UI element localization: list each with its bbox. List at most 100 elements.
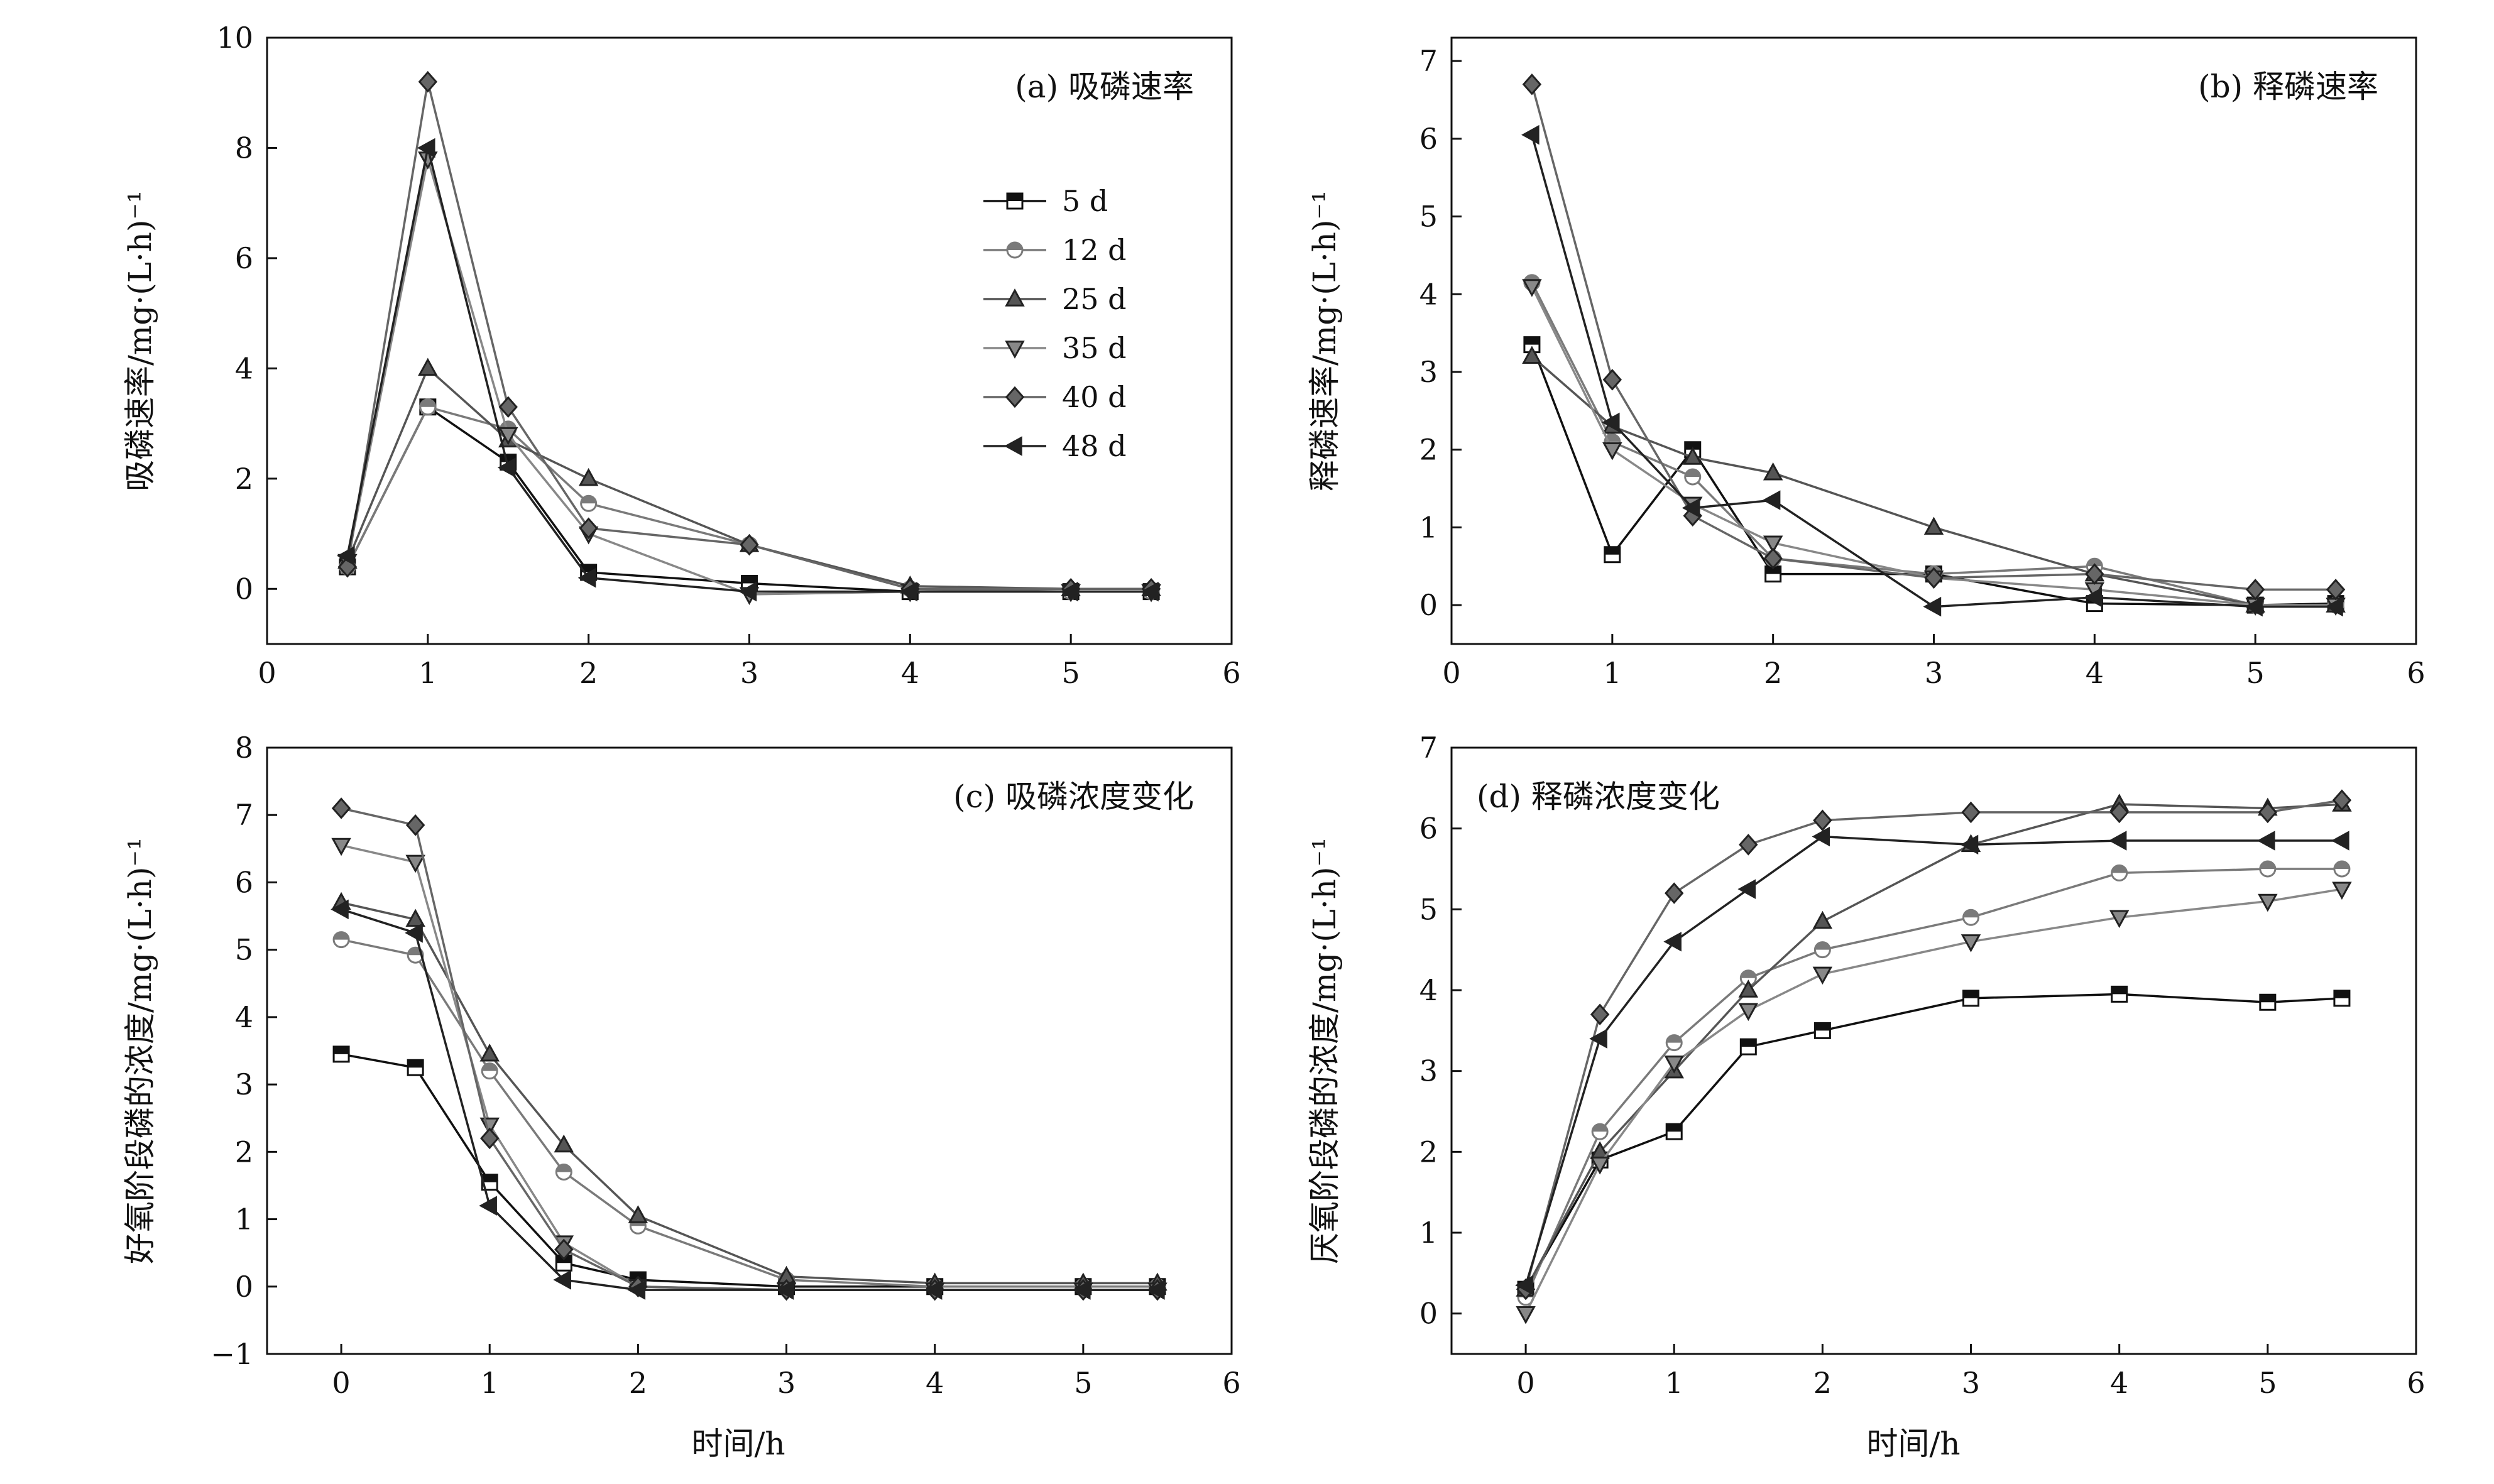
x-tick-label: 2 [1764, 656, 1782, 690]
x-tick-label: 6 [1222, 1366, 1240, 1400]
data-point [2084, 587, 2103, 608]
data-point-fill [334, 1046, 349, 1054]
data-point [1923, 516, 1944, 535]
x-tick-label: 2 [629, 1366, 647, 1400]
data-point-fill [2334, 990, 2349, 998]
data-point [2325, 596, 2343, 617]
data-point [1147, 1280, 1165, 1300]
data-point [405, 814, 425, 836]
y-axis-title: 厌氧阶段磷的浓度/mg·(L·h)⁻¹ [1306, 837, 1343, 1264]
data-point [1665, 882, 1684, 904]
data-point [1812, 910, 1833, 929]
data-point-fill [1963, 990, 1979, 998]
x-tick-label: 6 [1222, 656, 1240, 690]
data-point [2109, 801, 2129, 824]
data-point [1664, 1056, 1684, 1074]
y-tick-label: 3 [235, 1067, 253, 1101]
y-tick-label: 0 [235, 1270, 253, 1304]
series-line-40d [1531, 84, 2336, 591]
x-tick-label: 2 [579, 656, 598, 690]
data-point-fill [556, 1164, 572, 1172]
series-line-5d [1524, 993, 2343, 1290]
series-line-35d [1524, 888, 2343, 1314]
y-tick-label: 1 [235, 1203, 253, 1236]
x-tick-label: 5 [2246, 656, 2265, 690]
data-point [740, 533, 759, 556]
data-point [553, 1270, 572, 1290]
data-point-fill [420, 399, 435, 407]
y-tick-label: 4 [235, 1000, 253, 1034]
data-point-fill [482, 1174, 498, 1182]
panel-title: (d) 释磷浓度变化 [1477, 778, 1720, 815]
data-point [1961, 801, 1981, 824]
data-point [337, 545, 355, 566]
data-point [1522, 346, 1542, 364]
legend-label: 40 d [1062, 380, 1127, 414]
series-line-25d [1531, 355, 2336, 606]
data-point-fill [1685, 442, 1700, 450]
data-point [1961, 934, 1981, 952]
x-tick-label: 5 [1062, 656, 1080, 690]
data-point [1602, 369, 1622, 391]
data-point [1521, 124, 1540, 145]
legend-marker [1005, 288, 1025, 307]
series-line-48d [346, 148, 1152, 593]
data-point [775, 1280, 794, 1300]
series-line-5d [341, 1053, 1157, 1288]
data-point [1763, 535, 1783, 554]
x-tick-label: 4 [2086, 656, 2104, 690]
x-tick-label: 6 [2407, 656, 2425, 690]
y-axis-title: 吸磷速率/mg·(L·h)⁻¹ [122, 190, 158, 491]
data-point [497, 457, 516, 478]
data-point [1960, 834, 1979, 855]
data-point-fill [1963, 910, 1979, 918]
y-tick-label: 6 [1419, 812, 1438, 846]
data-point [479, 1043, 500, 1062]
panel-title: (c) 吸磷浓度变化 [953, 778, 1194, 815]
data-point [1602, 442, 1622, 461]
data-point [577, 567, 596, 588]
y-tick-label: 1 [1419, 1216, 1438, 1250]
series-line-5d [346, 405, 1152, 593]
legend-label: 35 d [1062, 331, 1127, 365]
series-line-25d [346, 366, 1152, 591]
series-line-12d [1531, 281, 2336, 606]
data-point-fill [1815, 942, 1830, 950]
y-tick-label: 3 [1419, 1054, 1438, 1088]
legend-marker [1005, 341, 1025, 359]
data-point [1762, 490, 1781, 510]
y-tick-label: 6 [1419, 122, 1438, 156]
data-point [2332, 881, 2352, 900]
y-tick-label: 5 [235, 933, 253, 967]
data-point [924, 1280, 943, 1300]
y-tick-label: 8 [235, 131, 253, 165]
y-tick-label: 4 [1419, 277, 1438, 311]
series-line-35d [346, 158, 1152, 596]
x-tick-label: 6 [2407, 1366, 2425, 1400]
data-point [1812, 966, 1833, 985]
data-point [1924, 567, 1944, 589]
y-tick-label: 4 [235, 351, 253, 385]
data-point-fill [1666, 1124, 1682, 1132]
data-point-fill [1524, 337, 1540, 345]
y-tick-label: 6 [235, 241, 253, 275]
x-tick-label: 3 [1962, 1366, 1980, 1400]
data-point-fill [1815, 1023, 1830, 1031]
data-point [1601, 412, 1620, 433]
x-tick-label: 3 [777, 1366, 796, 1400]
data-point-fill [482, 1063, 498, 1071]
x-tick-label: 3 [740, 656, 758, 690]
x-tick-label: 0 [1442, 656, 1460, 690]
data-point [2258, 893, 2278, 912]
data-point [1683, 447, 1703, 465]
x-tick-label: 0 [258, 656, 276, 690]
data-point [554, 1238, 574, 1261]
data-point-fill [1666, 1035, 1682, 1043]
data-point [2108, 831, 2127, 851]
x-tick-label: 0 [1516, 1366, 1534, 1400]
data-point-fill [2111, 865, 2127, 873]
y-tick-label: 4 [1419, 973, 1438, 1007]
data-point-fill [1604, 547, 1620, 555]
legend-label: 25 d [1062, 282, 1127, 316]
x-tick-label: 1 [418, 656, 437, 690]
